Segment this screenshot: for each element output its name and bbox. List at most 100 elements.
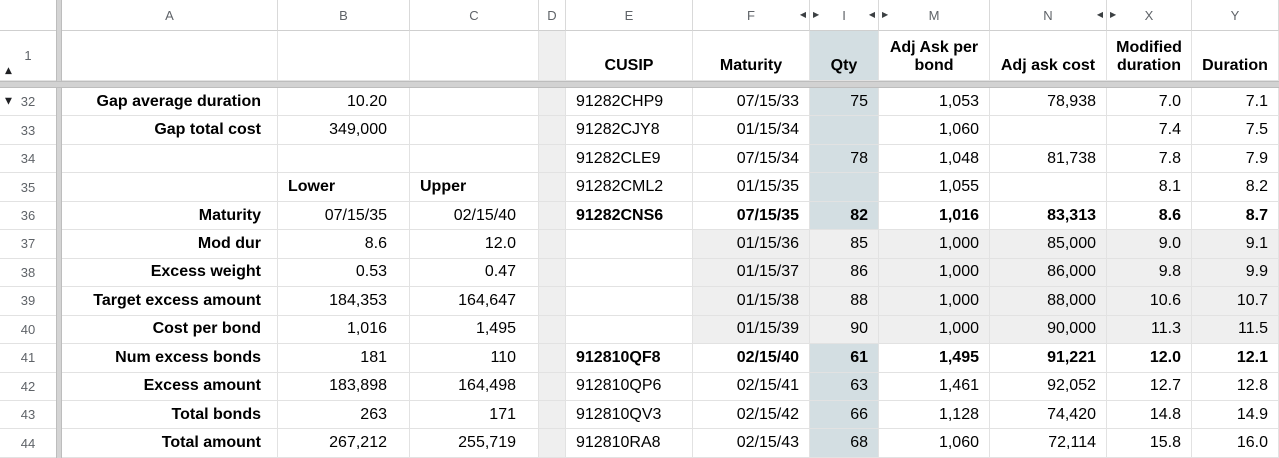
- cell-E33[interactable]: 91282CJY8: [566, 116, 693, 145]
- cell-D36[interactable]: [539, 201, 566, 231]
- frozen-pane-vertical-divider[interactable]: [56, 230, 62, 259]
- cell-X33[interactable]: 7.4: [1107, 116, 1192, 145]
- cell-X34[interactable]: 7.8: [1107, 144, 1192, 174]
- cell-M37[interactable]: 1,000: [879, 230, 990, 259]
- cell-Y41[interactable]: 12.1: [1192, 344, 1279, 373]
- header-cell-F1[interactable]: Maturity: [693, 31, 810, 81]
- cell-I41[interactable]: 61: [810, 344, 879, 373]
- header-cell-I1[interactable]: Qty: [810, 31, 879, 81]
- cell-E36[interactable]: 91282CNS6: [566, 201, 693, 231]
- cell-A34[interactable]: [62, 144, 278, 174]
- row-header-35[interactable]: 35: [0, 173, 56, 202]
- row-header-37[interactable]: 37: [0, 230, 56, 259]
- row-header-1[interactable]: 1 ▲: [0, 31, 56, 81]
- row-header-39[interactable]: 39: [0, 287, 56, 316]
- cell-E40[interactable]: [566, 315, 693, 345]
- cell-Y38[interactable]: 9.9: [1192, 258, 1279, 288]
- cell-D40[interactable]: [539, 315, 566, 345]
- column-header-C[interactable]: C: [410, 0, 539, 31]
- cell-F37[interactable]: 01/15/36: [693, 230, 810, 259]
- frozen-pane-vertical-divider[interactable]: [56, 400, 62, 430]
- cell-X39[interactable]: 10.6: [1107, 287, 1192, 316]
- hidden-columns-indicator-icon[interactable]: ▶: [882, 10, 889, 19]
- cell-F40[interactable]: 01/15/39: [693, 315, 810, 345]
- cell-X37[interactable]: 9.0: [1107, 230, 1192, 259]
- column-header-B[interactable]: B: [278, 0, 410, 31]
- row-group-collapse-icon[interactable]: ▲: [5, 66, 12, 76]
- cell-D32[interactable]: [539, 88, 566, 117]
- cell-B40[interactable]: 1,016: [278, 315, 410, 345]
- column-header-M[interactable]: ▶ M: [879, 0, 990, 31]
- cell-F33[interactable]: 01/15/34: [693, 116, 810, 145]
- cell-N42[interactable]: 92,052: [990, 372, 1107, 401]
- cell-X36[interactable]: 8.6: [1107, 201, 1192, 231]
- cell-I35[interactable]: [810, 173, 879, 202]
- row-header-36[interactable]: 36: [0, 201, 56, 231]
- cell-A40[interactable]: Cost per bond: [62, 315, 278, 345]
- cell-E43[interactable]: 912810QV3: [566, 400, 693, 430]
- cell-B41[interactable]: 181: [278, 344, 410, 373]
- header-cell-M1[interactable]: Adj Ask per bond: [879, 31, 990, 81]
- cell-C35[interactable]: Upper: [410, 173, 539, 202]
- cell-M33[interactable]: 1,060: [879, 116, 990, 145]
- cell-X42[interactable]: 12.7: [1107, 372, 1192, 401]
- cell-Y44[interactable]: 16.0: [1192, 429, 1279, 458]
- cell-E34[interactable]: 91282CLE9: [566, 144, 693, 174]
- cell-D34[interactable]: [539, 144, 566, 174]
- cell-I44[interactable]: 68: [810, 429, 879, 458]
- cell-B32[interactable]: 10.20: [278, 88, 410, 117]
- cell-M40[interactable]: 1,000: [879, 315, 990, 345]
- cell-B33[interactable]: 349,000: [278, 116, 410, 145]
- cell-F34[interactable]: 07/15/34: [693, 144, 810, 174]
- cell-Y33[interactable]: 7.5: [1192, 116, 1279, 145]
- cell-E42[interactable]: 912810QP6: [566, 372, 693, 401]
- cell-B35[interactable]: Lower: [278, 173, 410, 202]
- row-header-40[interactable]: 40: [0, 315, 56, 345]
- cell-A33[interactable]: Gap total cost: [62, 116, 278, 145]
- cell-N37[interactable]: 85,000: [990, 230, 1107, 259]
- cell-B44[interactable]: 267,212: [278, 429, 410, 458]
- cell-X35[interactable]: 8.1: [1107, 173, 1192, 202]
- column-header-X[interactable]: ▶ X: [1107, 0, 1192, 31]
- column-header-A[interactable]: A: [62, 0, 278, 31]
- cell-B39[interactable]: 184,353: [278, 287, 410, 316]
- cell-C1[interactable]: [410, 31, 539, 81]
- cell-M39[interactable]: 1,000: [879, 287, 990, 316]
- frozen-pane-vertical-divider[interactable]: [56, 344, 62, 373]
- frozen-pane-vertical-divider[interactable]: [56, 144, 62, 174]
- row-header-34[interactable]: 34: [0, 144, 56, 174]
- cell-N44[interactable]: 72,114: [990, 429, 1107, 458]
- frozen-pane-vertical-divider[interactable]: [56, 315, 62, 345]
- row-header-32[interactable]: 32 ▼: [0, 88, 56, 117]
- cell-E44[interactable]: 912810RA8: [566, 429, 693, 458]
- cell-Y43[interactable]: 14.9: [1192, 400, 1279, 430]
- cell-F36[interactable]: 07/15/35: [693, 201, 810, 231]
- header-cell-N1[interactable]: Adj ask cost: [990, 31, 1107, 81]
- cell-F39[interactable]: 01/15/38: [693, 287, 810, 316]
- cell-X41[interactable]: 12.0: [1107, 344, 1192, 373]
- cell-I32[interactable]: 75: [810, 88, 879, 117]
- cell-C34[interactable]: [410, 144, 539, 174]
- cell-B42[interactable]: 183,898: [278, 372, 410, 401]
- cell-N39[interactable]: 88,000: [990, 287, 1107, 316]
- frozen-pane-vertical-divider[interactable]: [56, 88, 62, 117]
- header-cell-E1[interactable]: CUSIP: [566, 31, 693, 81]
- frozen-pane-vertical-divider[interactable]: [56, 31, 62, 81]
- cell-I38[interactable]: 86: [810, 258, 879, 288]
- cell-A39[interactable]: Target excess amount: [62, 287, 278, 316]
- column-header-E[interactable]: E: [566, 0, 693, 31]
- cell-C40[interactable]: 1,495: [410, 315, 539, 345]
- cell-I43[interactable]: 66: [810, 400, 879, 430]
- cell-I36[interactable]: 82: [810, 201, 879, 231]
- cell-E35[interactable]: 91282CML2: [566, 173, 693, 202]
- cell-D42[interactable]: [539, 372, 566, 401]
- cell-F41[interactable]: 02/15/40: [693, 344, 810, 373]
- header-cell-Y1[interactable]: Duration: [1192, 31, 1279, 81]
- cell-Y40[interactable]: 11.5: [1192, 315, 1279, 345]
- row-header-44[interactable]: 44: [0, 429, 56, 458]
- cell-Y36[interactable]: 8.7: [1192, 201, 1279, 231]
- cell-A1[interactable]: [62, 31, 278, 81]
- cell-I40[interactable]: 90: [810, 315, 879, 345]
- cell-C39[interactable]: 164,647: [410, 287, 539, 316]
- cell-F42[interactable]: 02/15/41: [693, 372, 810, 401]
